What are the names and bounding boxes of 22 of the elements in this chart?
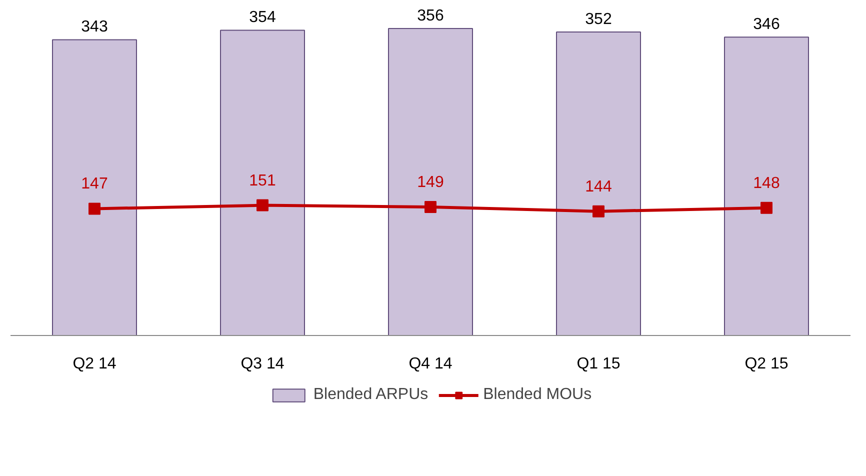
- bar: [220, 30, 305, 336]
- data-label: 354: [249, 9, 276, 26]
- data-label: 151: [249, 172, 276, 190]
- legend-label: Blended ARPUs: [313, 386, 428, 404]
- data-label: 144: [585, 178, 612, 196]
- data-label: 346: [753, 16, 780, 34]
- data-label: 343: [81, 18, 108, 36]
- data-label: 148: [753, 174, 780, 192]
- x-tick-label: Q4 14: [408, 356, 452, 372]
- bar: [724, 36, 809, 336]
- bar: [556, 31, 641, 336]
- data-label: 356: [417, 8, 444, 25]
- data-label: 149: [417, 174, 444, 192]
- bar: [52, 39, 137, 336]
- bar: [388, 28, 473, 336]
- legend-label: Blended MOUs: [483, 386, 592, 404]
- data-label: 352: [585, 10, 612, 28]
- x-tick-label: Q2 15: [744, 356, 788, 372]
- data-label: 147: [81, 176, 108, 193]
- x-tick-label: Q3 14: [240, 356, 284, 372]
- x-tick-label: Q2 14: [72, 356, 116, 372]
- x-tick-label: Q1 15: [576, 356, 620, 372]
